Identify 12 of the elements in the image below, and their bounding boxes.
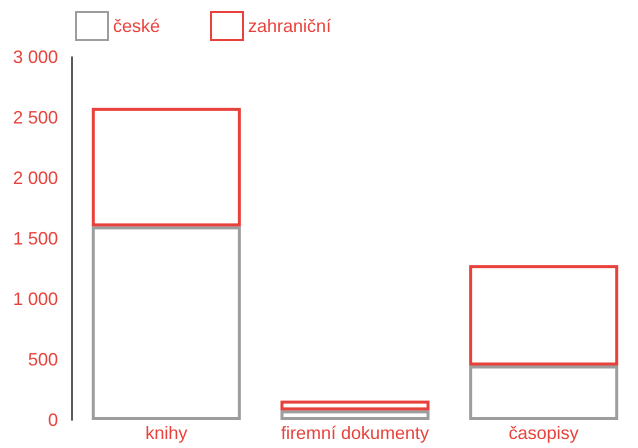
y-tick-label: 2 500 [12,108,58,128]
y-tick-label: 500 [28,350,58,370]
x-tick-label: firemní dokumenty [280,423,430,443]
y-tick-label: 1 500 [12,228,58,248]
legend-label: české [113,16,160,36]
y-tick-label: 0 [48,410,58,430]
y-tick-label: 1 000 [12,289,58,309]
x-tick-label: časopisy [508,423,579,443]
legend-label: zahraniční [248,16,332,36]
y-tick-label: 2 000 [12,168,58,188]
x-tick-label: knihy [145,423,188,443]
y-tick-label: 3 000 [12,47,58,67]
